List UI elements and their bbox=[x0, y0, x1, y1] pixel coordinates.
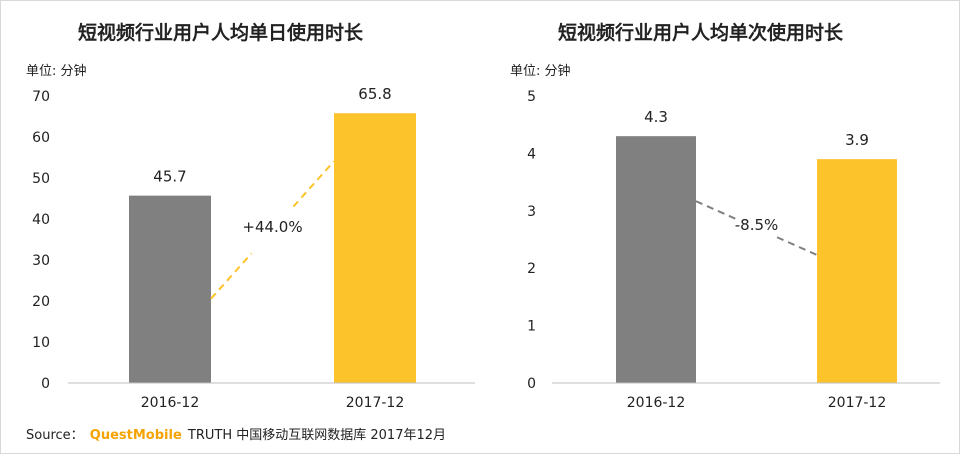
chart-2-bar-1 bbox=[817, 159, 897, 383]
chart-2-ytick-4: 4 bbox=[527, 146, 536, 162]
chart-1-category-label-0: 2016-12 bbox=[141, 395, 200, 411]
chart-1-value-label-1: 65.8 bbox=[358, 85, 391, 103]
chart-2-ytick-5: 5 bbox=[527, 89, 536, 105]
chart-1-ytick-2: 20 bbox=[32, 294, 50, 310]
chart-1-ytick-0: 0 bbox=[41, 376, 50, 392]
chart-2-title: 短视频行业用户人均单次使用时长 bbox=[558, 22, 844, 44]
chart-2-unit-label: 单位: 分钟 bbox=[510, 64, 571, 79]
chart-2-change-label: -8.5% bbox=[735, 216, 779, 234]
chart-2-bar-0 bbox=[616, 136, 696, 383]
chart-2-ytick-2: 2 bbox=[527, 261, 536, 277]
chart-1-category-label-1: 2017-12 bbox=[346, 395, 405, 411]
source-prefix: Source： bbox=[26, 428, 84, 443]
chart-1-bar-1 bbox=[334, 113, 416, 383]
chart-1-change-label: +44.0% bbox=[242, 218, 302, 236]
chart-2-value-label-0: 4.3 bbox=[644, 108, 668, 126]
source-note: Source： QuestMobile TRUTH 中国移动互联网数据库 201… bbox=[26, 424, 446, 443]
chart-2-ytick-0: 0 bbox=[527, 376, 536, 392]
chart-1-ytick-4: 40 bbox=[32, 212, 50, 228]
chart-1-ytick-5: 50 bbox=[32, 171, 50, 187]
source-suffix: TRUTH 中国移动互联网数据库 2017年12月 bbox=[187, 428, 447, 443]
chart-1-value-label-0: 45.7 bbox=[153, 168, 186, 186]
chart-1-bar-0 bbox=[129, 195, 211, 383]
source-brand: QuestMobile bbox=[89, 428, 182, 443]
chart-2-category-label-1: 2017-12 bbox=[828, 395, 887, 411]
chart-1-change-line bbox=[210, 252, 253, 300]
chart-1-change-line bbox=[292, 160, 335, 208]
chart-1-ytick-3: 30 bbox=[32, 253, 50, 269]
chart-1-ytick-7: 70 bbox=[32, 89, 50, 105]
chart-2-ytick-3: 3 bbox=[527, 204, 536, 220]
chart-2-ytick-1: 1 bbox=[527, 319, 536, 335]
chart-2-change-line bbox=[695, 200, 737, 220]
chart-1-ytick-1: 10 bbox=[32, 335, 50, 351]
chart-1-unit-label: 单位: 分钟 bbox=[26, 64, 87, 79]
chart-2-change-line bbox=[776, 236, 818, 256]
chart-2-value-label-1: 3.9 bbox=[845, 131, 869, 149]
chart-1-title: 短视频行业用户人均单日使用时长 bbox=[78, 22, 364, 44]
chart-2-category-label-0: 2016-12 bbox=[627, 395, 686, 411]
chart-1-ytick-6: 60 bbox=[32, 130, 50, 146]
